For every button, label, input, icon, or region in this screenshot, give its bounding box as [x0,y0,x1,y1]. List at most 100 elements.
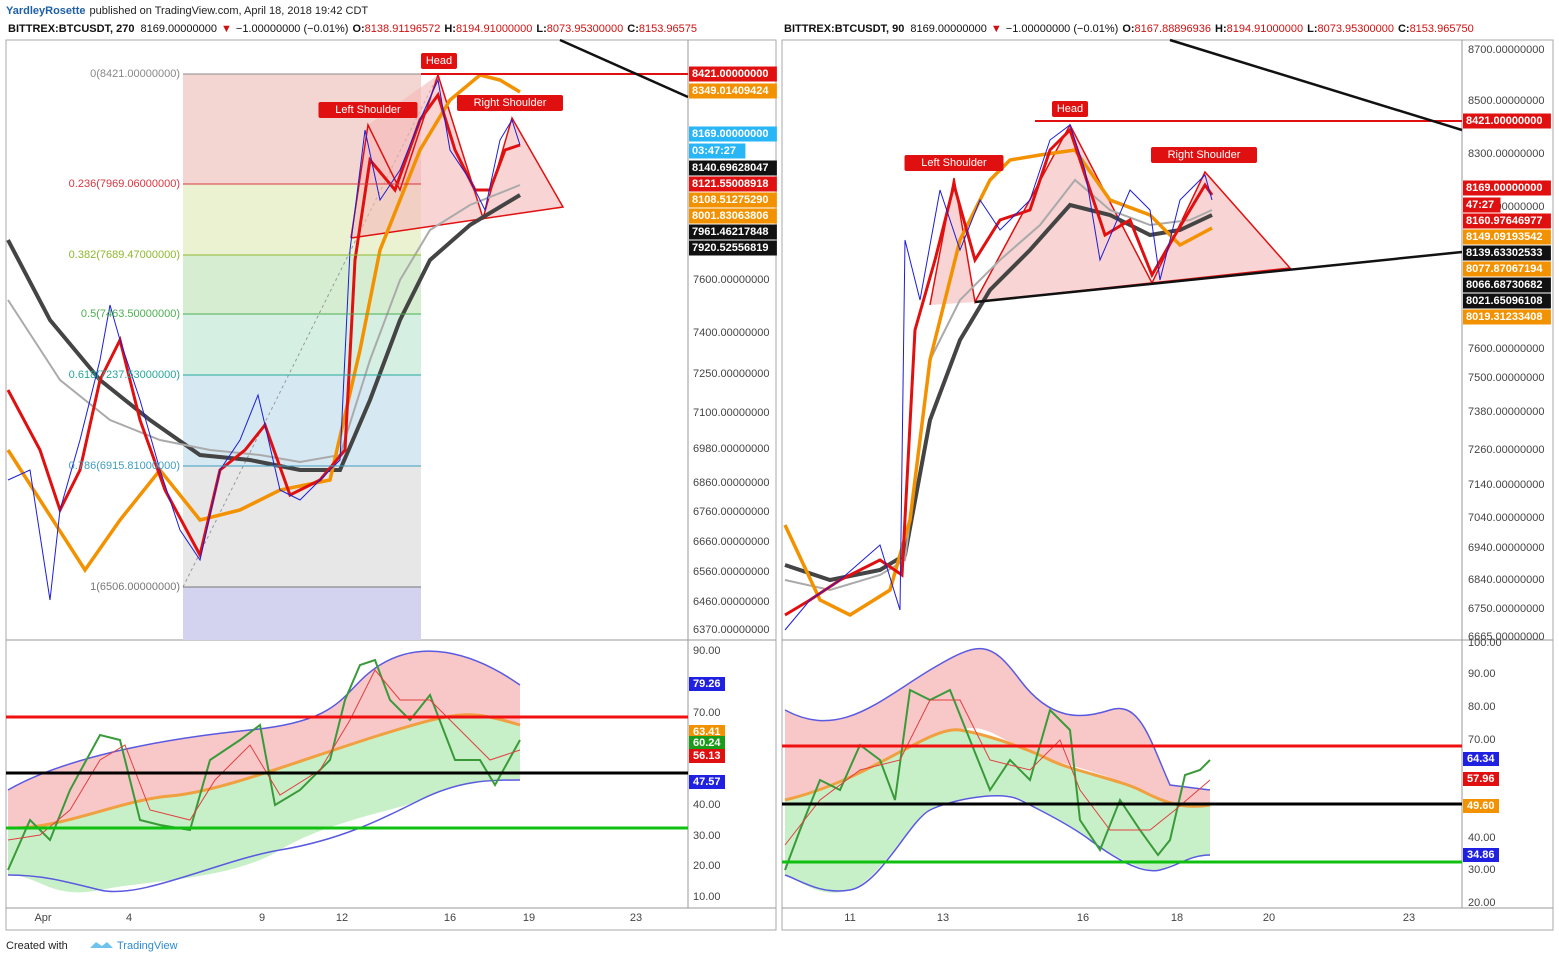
osc-band-lower [7,779,521,893]
price-badge [1463,277,1551,293]
annotation-box [457,95,563,111]
ohlc-value: 8167.88896936 [1135,23,1211,35]
left-oscillator [6,650,688,893]
osc-tick-label: 40.00 [1468,832,1496,844]
ohlc-value: 8153.96575 [639,23,697,35]
fib-label: 0(8421.00000000) [90,68,180,80]
price-tick-label: 7140.00000000 [1468,479,1544,491]
osc-badge-label: 47.57 [693,776,721,788]
author: YardleyRosette [6,5,85,17]
price-badge-label: 8077.87067194 [1466,263,1543,275]
osc-tick-label: 10.00 [693,891,721,903]
date-label: 4 [126,912,132,924]
fib-label: 0.5(7463.50000000) [81,308,180,320]
ohlc-value: 8153.965750 [1410,23,1474,35]
right-price-drawing [783,38,1463,631]
annotation: Right Shoulder [1168,149,1241,161]
ohlc-value: 8194.91000000 [1227,23,1303,35]
annotation-box [318,102,418,118]
fib-zone [183,314,421,375]
date-label: 18 [1171,912,1183,924]
ma-gray [784,178,1213,592]
price-tick-label: 8700.00000000 [1468,44,1544,56]
date-label: 16 [444,912,456,924]
ma-black [784,202,1213,583]
price-tick-label: 7600.00000000 [1468,343,1544,355]
osc-tick-label: 20.00 [693,860,721,872]
price-badge-label: 8421.00000000 [1466,115,1542,127]
osc-badge-label: 56.13 [693,750,721,762]
price-badge-label: 8139.63302533 [1466,247,1542,259]
annotation: Head [1057,103,1083,115]
price-badge [689,160,777,176]
change: −1.00000000 (−0.01%) [1006,23,1119,35]
annotation: Head [426,55,452,67]
annotation: Left Shoulder [335,104,401,116]
price-tick-label: 7040.00000000 [1468,512,1544,524]
osc-tick-label: 20.00 [1468,897,1496,909]
price-tick-label: 7260.00000000 [1468,444,1544,456]
price-tick-label: 6980.00000000 [693,443,769,455]
change-arrow: ▼ [221,23,232,35]
ohlc-value: 8194.91000000 [456,23,532,35]
osc-upper-fill [785,648,1210,807]
date-label: 23 [630,912,642,924]
ohlc-label: L: [536,23,546,35]
osc-badge-label: 57.96 [1467,773,1495,785]
price-badge [689,176,777,192]
osc-badge-label: 60.24 [693,737,721,749]
legend: BITTREX:BTCUSDT, 270 8169.00000000 ▼ −1.000… [8,23,697,35]
symbol: BITTREX:BTCUSDT, 270 [8,23,135,35]
osc-ma [784,728,1211,808]
price-badge-label: 8140.69628047 [692,162,768,174]
osc-badge [689,736,725,750]
osc-badge [1463,799,1499,813]
osc-badge [1463,848,1499,862]
published: published on TradingView.com, April 18, … [89,5,368,17]
osc-band-lower [784,795,1211,892]
ma-orange [6,73,521,574]
fib-zone [183,587,421,640]
price-tick-label: 6560.00000000 [693,566,769,578]
osc-badge [689,749,725,763]
osc-ma [7,713,521,830]
price-badge-label: 8021.65096108 [1466,295,1542,307]
ohlc-label: H: [1215,23,1227,35]
date-label: 11 [844,912,855,924]
price-candles [784,124,1213,631]
price-badge-label: 8066.68730682 [1466,279,1542,291]
osc-upper-fill [8,651,520,829]
osc-badge [1463,772,1499,786]
price-badge-label: 03:47:27 [692,145,736,157]
price-tick-label: 6840.00000000 [1468,574,1544,586]
price-badge-label: 8149.09193542 [1466,231,1542,243]
price-badge-label: 8019.31233408 [1466,311,1542,323]
osc-badge [689,775,725,789]
fib-label: 1(6506.00000000) [90,581,180,593]
price-badge [1463,197,1501,213]
fib-label: 0.618(7237.53000000) [69,369,180,381]
price-badge [689,240,777,256]
date-label: Apr [34,912,51,924]
fib-zone [183,375,421,466]
osc-badge-label: 64.34 [1467,753,1495,765]
date-label: 19 [523,912,535,924]
symbol: BITTREX:BTCUSDT, 90 [784,23,904,35]
osc-tick-label: 90.00 [1468,668,1496,680]
ohlc-label: H: [444,23,456,35]
labels: YardleyRosette published on TradingView.c… [6,5,1551,952]
price-badge [1463,293,1551,309]
ohlc-value: 8073.95300000 [1317,23,1393,35]
price-tick-label: 6750.00000000 [1468,603,1544,615]
pattern-outline [350,72,565,239]
price-badge [1463,245,1551,261]
price-badge-label: 47:27 [1466,199,1494,211]
price-badge-label: 8421.00000000 [692,68,768,80]
price-badge-label: 8349.01409424 [692,85,769,97]
ohlc-label: O: [352,23,364,35]
ohlc-label: L: [1307,23,1317,35]
osc-tick-label: 30.00 [1468,864,1496,876]
osc-line [7,658,521,871]
price-tick-label: 7600.00000000 [693,274,769,286]
